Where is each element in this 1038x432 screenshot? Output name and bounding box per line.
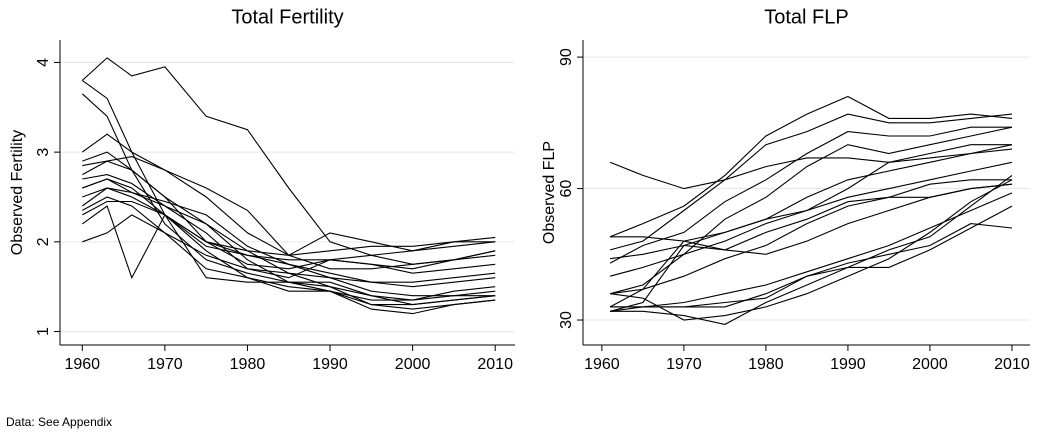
series-line (610, 148, 1013, 260)
series-line (81, 187, 496, 301)
x-tick-label: 2010 (477, 356, 513, 373)
x-tick-label: 2000 (395, 356, 431, 373)
x-tick-label: 1970 (147, 356, 183, 373)
series-line (82, 187, 496, 270)
series-line (82, 160, 496, 297)
series-line (82, 178, 496, 288)
x-tick-label: 1970 (666, 356, 702, 373)
y-tick-label: 60 (558, 180, 575, 198)
series-line (81, 93, 496, 310)
x-tick-label: 1980 (748, 356, 784, 373)
series-line (610, 179, 1012, 295)
series-line (82, 156, 496, 270)
y-tick-label: 4 (35, 58, 52, 67)
series-line (609, 144, 1013, 190)
x-tick-label: 1980 (230, 356, 266, 373)
series-line (82, 196, 496, 301)
y-tick-label: 2 (35, 237, 52, 246)
x-tick-label: 2000 (912, 356, 948, 373)
y-tick-label: 90 (558, 48, 575, 66)
series-line (610, 179, 1013, 321)
series-line (609, 113, 1013, 251)
series-line (609, 161, 1013, 277)
y-axis-label: Observed FLP (541, 141, 558, 244)
series-line (610, 223, 1013, 308)
x-tick-label: 2010 (994, 356, 1030, 373)
series-line (82, 200, 496, 256)
series-line (610, 183, 1013, 255)
x-tick-label: 1990 (312, 356, 348, 373)
series-line (81, 133, 496, 256)
footnote: Data: See Appendix (6, 415, 112, 429)
chart-title: Total FLP (764, 6, 848, 28)
series-line (609, 126, 1012, 264)
x-tick-label: 1960 (584, 356, 620, 373)
x-tick-label: 1990 (830, 356, 866, 373)
series-line (82, 178, 496, 306)
series-line (82, 174, 496, 279)
series-line (81, 205, 496, 280)
x-tick-label: 1960 (64, 356, 100, 373)
y-axis-label: Observed Fertility (9, 130, 26, 255)
chart-title: Total Fertility (231, 6, 343, 28)
y-tick-label: 1 (35, 327, 52, 336)
y-tick-label: 3 (35, 148, 52, 157)
series-line (610, 205, 1013, 325)
series-line (82, 151, 496, 315)
y-tick-label: 30 (558, 311, 575, 329)
series-line (609, 95, 1013, 238)
